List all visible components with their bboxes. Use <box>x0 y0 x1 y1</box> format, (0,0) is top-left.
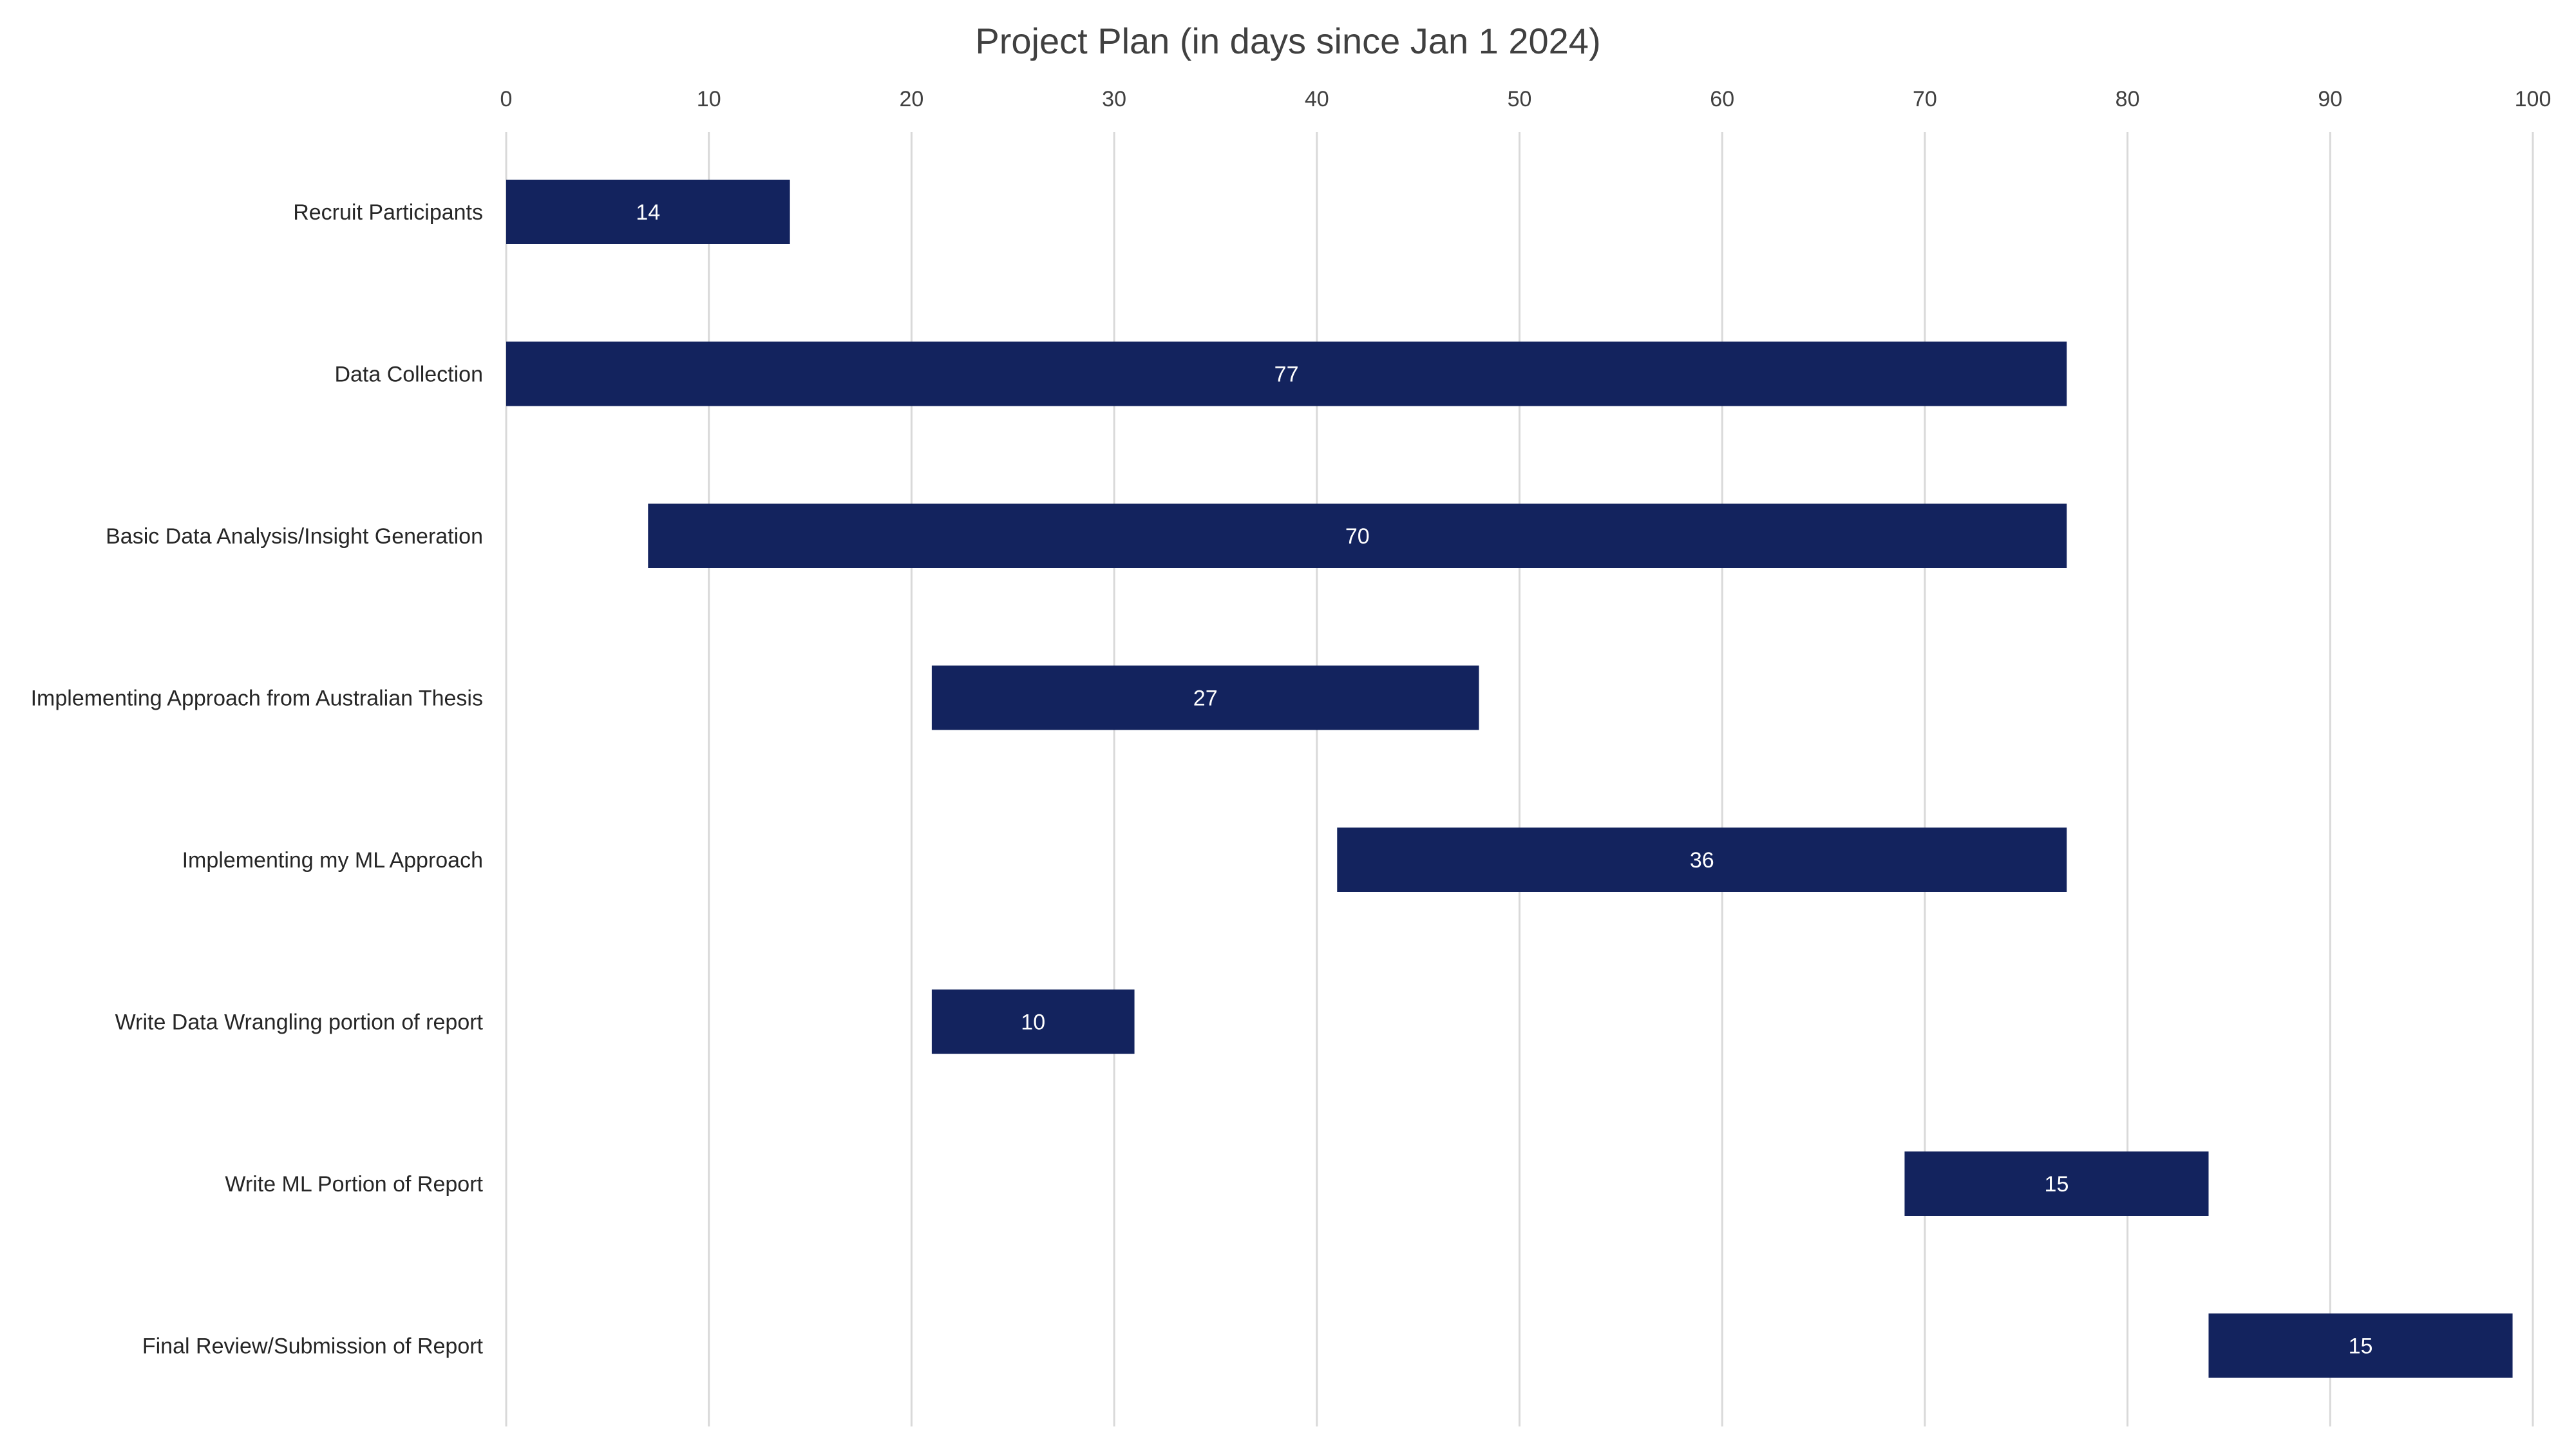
task-label: Write ML Portion of Report <box>225 1172 483 1197</box>
task-bar <box>931 989 1135 1054</box>
x-tick-label: 10 <box>697 87 721 111</box>
x-tick-label: 80 <box>2116 87 2140 111</box>
x-tick-label: 60 <box>1710 87 1734 111</box>
gridlines <box>505 132 2534 1426</box>
task-bar <box>648 504 2067 568</box>
task-labels: Recruit Participants Data Collection Basic… <box>31 200 484 1359</box>
task-bar <box>506 341 2067 406</box>
task-bars <box>506 180 2513 1378</box>
task-bar <box>2208 1313 2513 1378</box>
task-bar <box>931 665 1479 730</box>
x-tick-label: 20 <box>899 87 923 111</box>
x-tick-label: 100 <box>2515 87 2552 111</box>
task-label: Implementing Approach from Australian Th… <box>31 687 483 711</box>
task-bar <box>1904 1151 2209 1216</box>
duration-label: 70 <box>1345 524 1370 549</box>
duration-label: 14 <box>636 200 660 225</box>
x-axis-ticks: 0 10 20 30 40 50 60 70 80 90 100 <box>500 87 2552 111</box>
duration-labels: 14 77 70 27 36 10 15 15 <box>636 200 2372 1359</box>
duration-label: 77 <box>1274 363 1299 387</box>
x-tick-label: 90 <box>2318 87 2342 111</box>
task-bar <box>506 180 790 244</box>
task-bar <box>1337 828 2067 892</box>
task-label: Final Review/Submission of Report <box>142 1334 484 1359</box>
x-tick-label: 70 <box>1913 87 1937 111</box>
duration-label: 15 <box>2045 1172 2069 1197</box>
x-tick-label: 50 <box>1508 87 1532 111</box>
task-label: Data Collection <box>334 363 483 387</box>
duration-label: 15 <box>2349 1334 2373 1359</box>
task-label: Basic Data Analysis/Insight Generation <box>106 524 483 549</box>
x-tick-label: 40 <box>1305 87 1329 111</box>
duration-label: 36 <box>1690 848 1714 873</box>
x-tick-label: 0 <box>500 87 513 111</box>
task-label: Recruit Participants <box>293 200 483 225</box>
task-label: Write Data Wrangling portion of report <box>115 1010 484 1035</box>
duration-label: 27 <box>1193 687 1218 711</box>
chart-title: Project Plan (in days since Jan 1 2024) <box>975 21 1600 61</box>
x-tick-label: 30 <box>1102 87 1126 111</box>
duration-label: 10 <box>1021 1010 1045 1035</box>
task-label: Implementing my ML Approach <box>182 848 483 873</box>
